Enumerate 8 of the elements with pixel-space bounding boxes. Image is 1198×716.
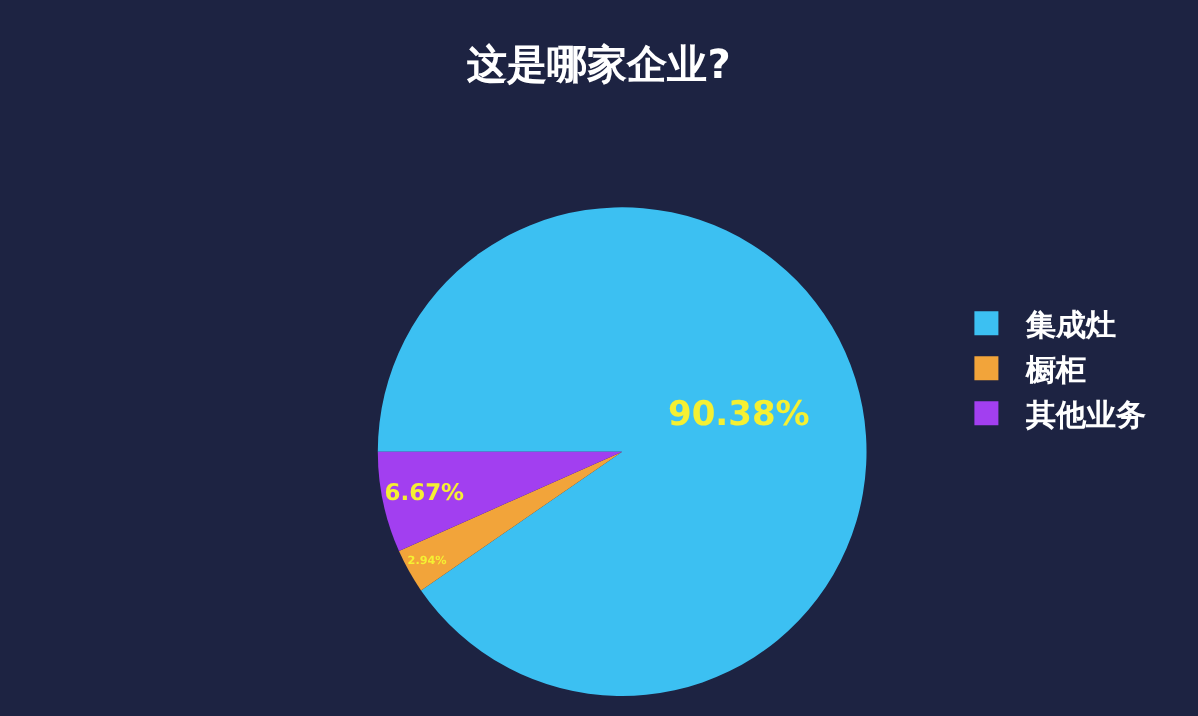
data-label: 6.67%: [384, 478, 466, 507]
legend-label: 集成灶: [1024, 306, 1117, 343]
chart-title: 这是哪家企业?: [465, 40, 731, 89]
legend-label: 橱柜: [1024, 351, 1087, 388]
pie-slice: [377, 207, 867, 696]
pie-slice: [377, 451, 623, 552]
data-label: 90.38%: [668, 395, 810, 436]
legend-label: 其他业务: [1024, 396, 1147, 433]
